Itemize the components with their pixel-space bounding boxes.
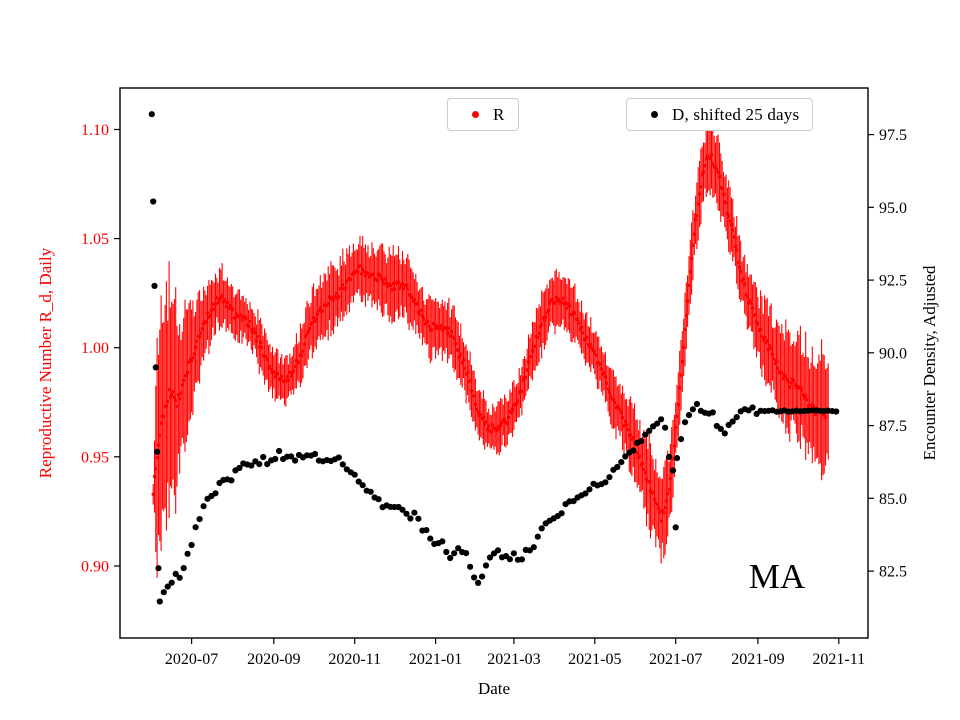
series-d-dots [148, 111, 840, 605]
svg-text:2021-07: 2021-07 [649, 651, 702, 668]
svg-text:82.5: 82.5 [879, 564, 907, 581]
legend-d: D, shifted 25 days [626, 98, 814, 131]
black-dot-marker-icon [650, 111, 658, 118]
svg-text:2020-09: 2020-09 [247, 651, 300, 668]
svg-text:2020-11: 2020-11 [328, 651, 381, 668]
svg-text:97.5: 97.5 [879, 127, 907, 144]
x-axis-ticks: 2020-07 2020-09 2020-11 2021-01 2021-03 2021-… [165, 638, 865, 668]
right-axis-title: Encounter Density, Adjusted [920, 265, 939, 461]
right-axis-ticks: 82.5 85.0 87.5 90.0 92.5 95.0 97.5 [868, 127, 907, 581]
svg-text:1.10: 1.10 [81, 122, 109, 139]
svg-text:87.5: 87.5 [879, 418, 907, 435]
legend-d-label: D, shifted 25 days [672, 104, 800, 124]
svg-text:95.0: 95.0 [879, 200, 907, 217]
svg-text:2021-01: 2021-01 [409, 651, 462, 668]
legend-r: R [447, 98, 519, 131]
plot-frame [119, 87, 869, 639]
left-axis-title: Reproductive Number R_d, Daily [36, 247, 55, 479]
svg-text:2020-07: 2020-07 [165, 651, 218, 668]
legend-d-handle [636, 111, 672, 118]
svg-text:2021-09: 2021-09 [731, 651, 784, 668]
legend-r-handle [457, 111, 493, 118]
svg-text:1.05: 1.05 [81, 231, 109, 248]
svg-text:0.90: 0.90 [81, 559, 109, 576]
svg-text:1.00: 1.00 [81, 340, 109, 357]
svg-text:85.0: 85.0 [879, 491, 907, 508]
svg-text:0.95: 0.95 [81, 449, 109, 466]
svg-text:2021-11: 2021-11 [812, 651, 865, 668]
left-axis-ticks: 0.90 0.95 1.00 1.05 1.10 [81, 122, 120, 576]
svg-text:2021-03: 2021-03 [487, 651, 540, 668]
svg-text:92.5: 92.5 [879, 273, 907, 290]
legend-r-label: R [493, 104, 505, 124]
svg-text:90.0: 90.0 [879, 345, 907, 362]
red-dot-marker-icon [471, 111, 479, 118]
x-axis-title: Date [477, 679, 511, 698]
series-r-errorbars [152, 119, 829, 578]
state-annotation: MA [748, 557, 806, 596]
svg-text:2021-05: 2021-05 [568, 651, 621, 668]
